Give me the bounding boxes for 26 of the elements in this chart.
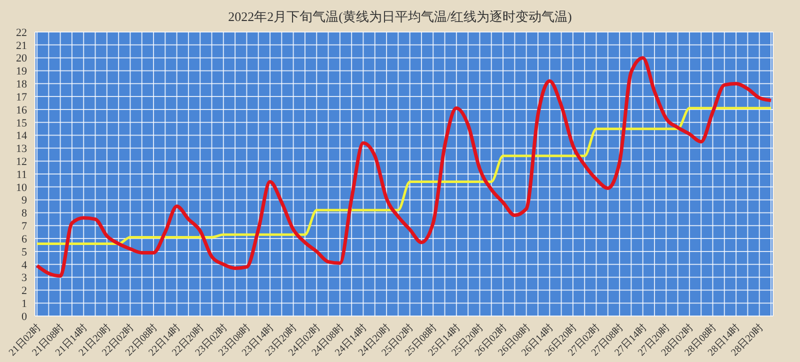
y-tick-label: 12 <box>16 156 27 168</box>
y-tick-label: 3 <box>22 272 28 284</box>
y-tick-label: 19 <box>16 66 28 78</box>
y-tick-label: 16 <box>16 104 28 116</box>
y-tick-label: 6 <box>22 233 28 246</box>
y-tick-label: 8 <box>22 208 28 220</box>
line-series <box>36 106 772 245</box>
y-tick-label: 17 <box>16 91 28 104</box>
y-tick-label: 7 <box>22 220 28 233</box>
y-tick-label: 18 <box>16 78 28 91</box>
y-tick-label: 20 <box>16 52 28 65</box>
y-tick-label: 10 <box>16 182 28 194</box>
y-tick-label: 5 <box>22 246 28 258</box>
y-tick-label: 22 <box>16 26 27 39</box>
y-tick-label: 11 <box>16 168 27 181</box>
y-tick-label: 1 <box>22 298 27 310</box>
line-series <box>35 56 773 278</box>
y-tick-label: 0 <box>22 310 28 323</box>
y-tick-label: 14 <box>16 130 28 142</box>
y-tick-label: 13 <box>16 143 28 156</box>
y-tick-label: 9 <box>22 194 28 207</box>
y-tick-label: 2 <box>22 285 27 298</box>
y-tick-label: 4 <box>22 259 28 272</box>
chart-title: 2022年2月下旬气温(黄线为日平均气温/红线为逐时变动气温) <box>227 8 573 26</box>
y-tick-label: 15 <box>16 117 28 130</box>
y-tick-label: 21 <box>16 40 27 52</box>
